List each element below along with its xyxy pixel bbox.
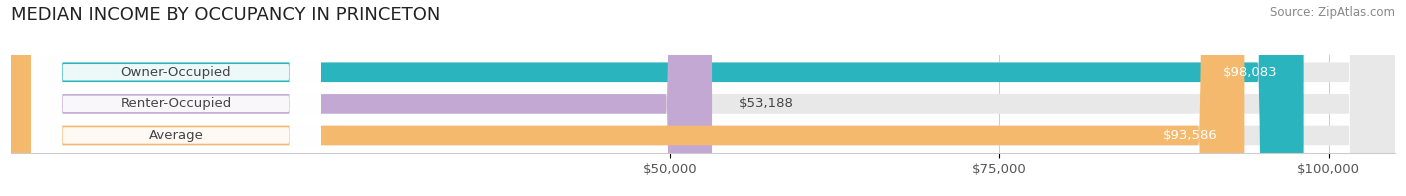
FancyBboxPatch shape [11, 0, 1395, 196]
FancyBboxPatch shape [11, 0, 1395, 196]
FancyBboxPatch shape [31, 0, 321, 196]
Text: Renter-Occupied: Renter-Occupied [121, 97, 232, 110]
Text: $53,188: $53,188 [738, 97, 793, 110]
Text: Owner-Occupied: Owner-Occupied [121, 66, 231, 79]
FancyBboxPatch shape [11, 0, 1244, 196]
Text: $98,083: $98,083 [1223, 66, 1277, 79]
FancyBboxPatch shape [11, 0, 1303, 196]
FancyBboxPatch shape [31, 0, 321, 196]
FancyBboxPatch shape [31, 0, 321, 196]
FancyBboxPatch shape [11, 0, 711, 196]
Text: Average: Average [149, 129, 204, 142]
Text: MEDIAN INCOME BY OCCUPANCY IN PRINCETON: MEDIAN INCOME BY OCCUPANCY IN PRINCETON [11, 6, 440, 24]
Text: Source: ZipAtlas.com: Source: ZipAtlas.com [1270, 6, 1395, 19]
Text: $93,586: $93,586 [1163, 129, 1218, 142]
FancyBboxPatch shape [11, 0, 1395, 196]
